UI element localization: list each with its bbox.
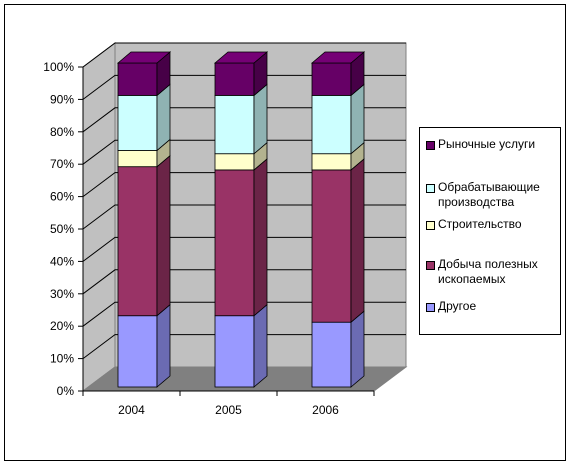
- bar-segment: [311, 83, 365, 155]
- bar-top: [213, 51, 269, 64]
- y-tick-label: 50%: [50, 222, 74, 236]
- legend-label: Другое: [438, 299, 477, 313]
- gridline: [82, 139, 406, 165]
- y-tick-label: 70%: [50, 157, 74, 171]
- x-tick-label: 2004: [118, 403, 145, 417]
- bar-front: [311, 321, 352, 388]
- y-tick-label: 90%: [50, 92, 74, 106]
- bar-front: [214, 315, 255, 388]
- bar-segment: [117, 138, 171, 168]
- bar-front: [311, 153, 352, 171]
- y-tick-label: 80%: [50, 125, 74, 139]
- legend-item: Рыночные услуги: [426, 137, 558, 152]
- gridline: [82, 269, 406, 295]
- y-tick-label: 100%: [43, 60, 74, 74]
- bar-front: [214, 62, 255, 96]
- bar-front: [117, 95, 158, 151]
- gridline: [82, 107, 406, 133]
- legend-item: Обрабатывающие производства: [426, 180, 558, 210]
- bar-side: [350, 310, 365, 388]
- bar-front: [214, 95, 255, 155]
- gridline: [82, 204, 406, 230]
- chart-legend: Рыночные услуги Обрабатывающие производст…: [419, 127, 561, 335]
- bar-segment: [214, 141, 268, 171]
- bar-top: [116, 51, 172, 64]
- bar-segment: [311, 310, 365, 388]
- x-tick-label: 2006: [312, 403, 339, 417]
- bar-segment: [214, 303, 268, 388]
- bar-front: [214, 169, 255, 317]
- bar-side: [253, 83, 268, 155]
- bar-side: [156, 303, 171, 388]
- gridline: [82, 172, 406, 198]
- bar-front: [311, 95, 352, 155]
- bar-side: [253, 303, 268, 388]
- legend-label: Строительство: [438, 217, 522, 231]
- bar-side: [156, 154, 171, 317]
- legend-swatch: [426, 303, 435, 312]
- legend-label: Обрабатывающие производства: [438, 180, 540, 209]
- bar-segment: [214, 83, 268, 155]
- bar-segment: [311, 158, 365, 324]
- y-tick-label: 40%: [50, 254, 74, 268]
- legend-swatch: [426, 141, 435, 150]
- legend-item: Строительство: [426, 217, 558, 232]
- y-tick-label: 10%: [50, 352, 74, 366]
- bar-front: [311, 62, 352, 96]
- y-tick-label: 60%: [50, 190, 74, 204]
- gridline: [82, 74, 406, 100]
- bar-segment: [213, 51, 269, 97]
- bar-segment: [310, 51, 366, 97]
- bar-side: [156, 83, 171, 152]
- gridline: [82, 301, 406, 327]
- bar-front: [117, 315, 158, 388]
- bar-side: [350, 158, 365, 324]
- bar-front: [117, 62, 158, 96]
- bar-side: [253, 158, 268, 317]
- gridline: [82, 334, 406, 360]
- legend-label: Добыча полезных ископаемых: [438, 257, 538, 286]
- legend-swatch: [426, 261, 435, 270]
- bar-top: [310, 51, 366, 64]
- x-tick-label: 2005: [215, 403, 242, 417]
- y-tick-label: 0%: [57, 384, 75, 398]
- legend-swatch: [426, 184, 435, 193]
- bar-segment: [214, 158, 268, 317]
- bar-segment: [117, 303, 171, 388]
- legend-swatch: [426, 221, 435, 230]
- bar-front: [214, 153, 255, 171]
- bar-side: [350, 83, 365, 155]
- y-tick-label: 30%: [50, 287, 74, 301]
- legend-label: Рыночные услуги: [438, 137, 536, 151]
- gridline: [82, 42, 406, 68]
- gridline: [82, 236, 406, 262]
- legend-item: Другое: [426, 299, 558, 314]
- bar-segment: [117, 154, 171, 317]
- bar-front: [117, 166, 158, 317]
- bar-front: [311, 169, 352, 323]
- bar-segment: [116, 51, 172, 97]
- bar-front: [117, 150, 158, 168]
- legend-item: Добыча полезных ископаемых: [426, 257, 558, 287]
- y-tick-label: 20%: [50, 319, 74, 333]
